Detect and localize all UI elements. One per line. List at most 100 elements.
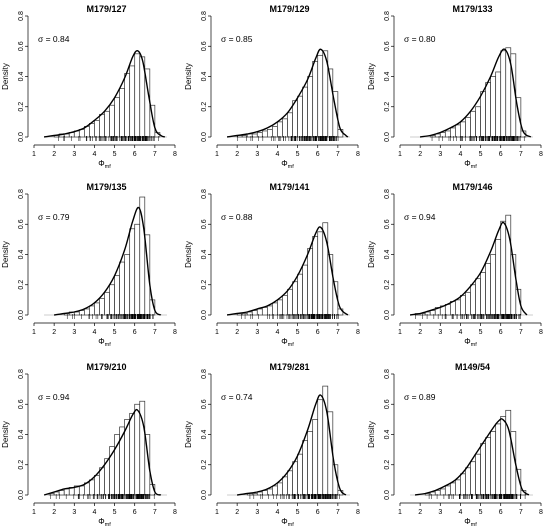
density-curve xyxy=(43,49,166,138)
panel-title: M179/281 xyxy=(269,362,309,372)
y-tick-label: 0.8 xyxy=(18,369,25,379)
x-tick-label: 5 xyxy=(479,329,483,336)
x-tick-label: 6 xyxy=(499,509,503,516)
panel-title: M179/210 xyxy=(86,362,126,372)
histogram-bar xyxy=(109,104,115,138)
sigma-label: σ = 0.85 xyxy=(221,34,253,44)
histogram-bar xyxy=(292,461,298,496)
x-tick-label: 5 xyxy=(113,509,117,516)
x-tick-label: 3 xyxy=(72,509,76,516)
histogram-bar xyxy=(89,123,95,138)
histogram-panel: M179/135 σ = 0.79 0.0 0.2 0.4 0.6 0.8 Density 1 2… xyxy=(1,182,177,348)
x-tick-label: 4 xyxy=(275,509,279,516)
x-tick-label: 5 xyxy=(113,329,117,336)
y-tick-label: 0.4 xyxy=(18,72,25,82)
x-tick-label: 6 xyxy=(316,329,320,336)
y-tick-label: 0.0 xyxy=(201,490,208,500)
panel-title: M149/54 xyxy=(455,362,490,372)
histogram-bar xyxy=(277,121,283,138)
y-tick-label: 0.2 xyxy=(384,460,391,470)
histogram-bar xyxy=(282,476,288,496)
density-curve xyxy=(409,221,528,316)
rug-marks xyxy=(431,136,525,141)
histogram-bar xyxy=(455,124,461,138)
rug-marks xyxy=(428,494,526,499)
histogram-bar xyxy=(272,485,278,496)
histogram-bar xyxy=(78,485,85,496)
x-tick-label: 7 xyxy=(153,151,157,158)
histogram-bar xyxy=(475,278,481,316)
y-tick-label: 0.0 xyxy=(384,490,391,500)
histogram-bar xyxy=(444,304,451,316)
histogram-bar xyxy=(450,482,456,496)
y-tick-label: 0.4 xyxy=(18,250,25,260)
x-tick-label: 3 xyxy=(255,509,259,516)
x-tick-label: 4 xyxy=(92,329,96,336)
panel-title: M179/146 xyxy=(452,182,492,192)
x-axis-label: Φmf xyxy=(464,159,477,170)
x-tick-label: 1 xyxy=(215,329,219,336)
histogram-bar xyxy=(450,301,456,316)
x-tick-label: 7 xyxy=(519,329,523,336)
x-tick-label: 6 xyxy=(499,329,503,336)
histogram-panel: M179/129 σ = 0.85 0.0 0.2 0.4 0.6 0.8 Density 1 2… xyxy=(184,4,360,170)
histogram-bar xyxy=(480,443,486,496)
y-tick-label: 0.6 xyxy=(18,41,25,51)
y-axis-label: Density xyxy=(184,421,193,448)
histogram-bar xyxy=(460,121,466,138)
panel-title: M179/135 xyxy=(86,182,126,192)
histogram-bar xyxy=(256,132,263,138)
y-tick-label: 0.2 xyxy=(18,280,25,290)
x-tick-label: 1 xyxy=(398,151,402,158)
panel-title: M179/129 xyxy=(269,4,309,14)
density-curve xyxy=(236,394,347,496)
histogram-bar xyxy=(470,110,476,138)
y-tick-label: 0.0 xyxy=(18,490,25,500)
histogram-bar xyxy=(261,307,268,316)
y-tick-label: 0.2 xyxy=(18,102,25,112)
x-tick-label: 7 xyxy=(336,329,340,336)
histogram-bar xyxy=(444,130,451,138)
density-curve xyxy=(226,48,349,138)
histogram-bar xyxy=(485,437,491,496)
x-axis-label: Φmf xyxy=(98,337,111,348)
histogram-bar xyxy=(282,294,288,316)
x-axis-label-subscript: mf xyxy=(471,164,478,170)
histogram-bar xyxy=(312,419,319,496)
x-tick-label: 4 xyxy=(92,151,96,158)
y-axis-label: Density xyxy=(367,241,376,268)
histogram-bar xyxy=(322,385,329,496)
x-tick-label: 6 xyxy=(316,509,320,516)
histogram-bar xyxy=(267,129,273,138)
histogram-bar xyxy=(490,431,497,496)
y-tick-label: 0.6 xyxy=(201,219,208,229)
rug-marks xyxy=(58,136,159,141)
x-tick-label: 8 xyxy=(173,151,177,158)
histogram-bar xyxy=(475,106,481,138)
histogram-bar xyxy=(302,264,308,316)
x-tick-label: 3 xyxy=(255,151,259,158)
histogram-bar xyxy=(297,95,303,138)
panel-title: M179/133 xyxy=(452,4,492,14)
histogram-bar xyxy=(470,284,476,316)
histogram-bar xyxy=(495,239,502,316)
x-tick-label: 4 xyxy=(92,509,96,516)
x-tick-label: 3 xyxy=(72,151,76,158)
histogram-bar xyxy=(104,291,110,316)
histogram-bar xyxy=(124,254,131,316)
x-tick-label: 1 xyxy=(398,329,402,336)
x-tick-label: 5 xyxy=(479,151,483,158)
histogram-bar xyxy=(312,235,319,316)
x-axis-label: Φmf xyxy=(281,337,294,348)
y-tick-label: 0.0 xyxy=(18,132,25,142)
x-tick-label: 4 xyxy=(458,151,462,158)
sigma-label: σ = 0.89 xyxy=(404,392,436,402)
histogram-bar xyxy=(139,196,146,316)
y-tick-label: 0.8 xyxy=(201,369,208,379)
histogram-bar xyxy=(495,423,502,496)
histogram-bar xyxy=(515,468,522,496)
histogram-bar xyxy=(465,116,471,138)
y-tick-label: 0.4 xyxy=(18,430,25,440)
histogram-bar xyxy=(480,91,486,138)
histogram-bar xyxy=(287,112,293,138)
